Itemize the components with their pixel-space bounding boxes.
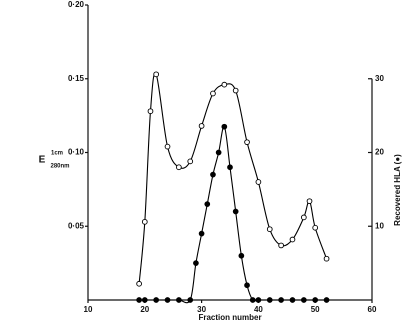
filled-point (153, 297, 160, 303)
x-tick-label: 30 (197, 305, 206, 314)
x-tick-label: 20 (140, 305, 149, 314)
x-axis-label: Fraction number (198, 313, 261, 322)
open-point (210, 90, 216, 97)
open-point (312, 224, 319, 231)
y2-tick-label: 30 (375, 74, 384, 83)
filled-point (255, 297, 262, 303)
open-point (244, 139, 250, 146)
x-tick-label: 40 (254, 305, 263, 314)
filled-point (323, 297, 330, 303)
filled-point (289, 297, 296, 303)
open-point (147, 108, 154, 115)
open-point (136, 280, 142, 287)
open-point (266, 226, 273, 233)
filled-point (204, 201, 211, 207)
filled-point (232, 208, 239, 215)
open-point (300, 214, 307, 221)
filled-point (238, 252, 245, 259)
filled-point (136, 297, 142, 303)
x-tick-label: 50 (311, 305, 320, 314)
open-point (323, 255, 330, 262)
filled-point (221, 123, 228, 130)
y-axis-label-sub: 280nm (50, 164, 69, 170)
y2-tick-label: 20 (375, 148, 384, 157)
filled-point (193, 260, 199, 266)
y-tick-label: 0·05 (68, 221, 85, 230)
filled-point (198, 230, 205, 237)
filled-point (141, 297, 148, 303)
filled-point (244, 282, 250, 289)
filled-point (215, 149, 222, 156)
open-point (176, 164, 182, 171)
x-tick-label: 60 (368, 305, 377, 314)
y-tick-label: 0·20 (68, 0, 85, 9)
filled-point (210, 171, 216, 178)
filled-point (266, 297, 273, 303)
y-tick-label: 0·15 (68, 74, 85, 83)
y-tick-label: 0·10 (68, 148, 85, 157)
open-point (164, 143, 171, 150)
open-point (306, 198, 313, 205)
filled-point (312, 297, 319, 303)
filled-point (300, 297, 307, 303)
filled-point (164, 297, 171, 303)
open-point (278, 242, 284, 249)
open-point (198, 123, 205, 129)
open-point (255, 179, 262, 185)
filled-point (249, 297, 256, 303)
open-point (187, 158, 194, 165)
y2-axis-label: Recovered HLA (●) (393, 154, 402, 226)
series-line (139, 126, 327, 304)
x-tick-label: 10 (84, 305, 93, 314)
y-axis-label: E (39, 155, 46, 166)
open-point (153, 71, 160, 78)
open-point (232, 87, 239, 94)
y-axis-label-sup: 1cm (51, 151, 63, 157)
series-line (138, 72, 328, 284)
open-point (289, 236, 296, 243)
filled-point (278, 297, 284, 303)
filled-point (176, 297, 182, 303)
filled-point (227, 164, 233, 171)
y2-tick-label: 10 (375, 221, 384, 230)
open-point (141, 218, 148, 225)
filled-point (187, 297, 194, 303)
open-point (221, 81, 228, 88)
